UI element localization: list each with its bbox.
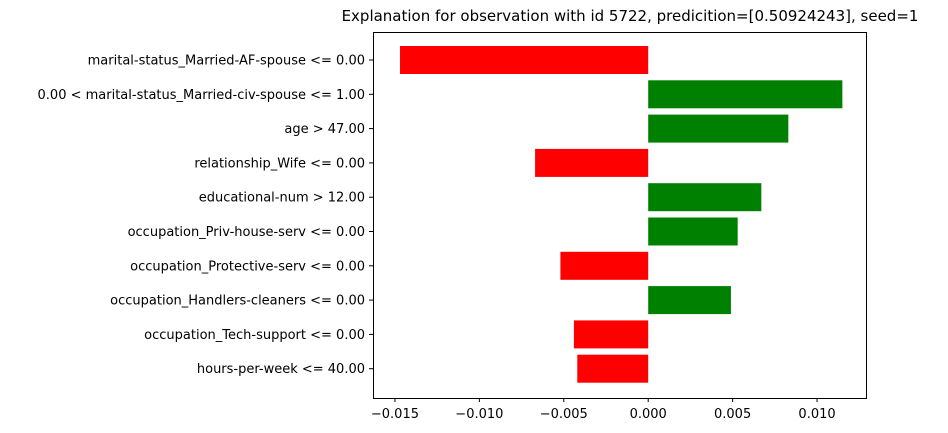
bar <box>400 46 649 74</box>
chart-title: Explanation for observation with id 5722… <box>342 7 919 25</box>
x-tick-label: −0.005 <box>540 407 588 422</box>
y-tick-label: age > 47.00 <box>284 122 365 137</box>
bar <box>573 320 649 349</box>
bar <box>648 114 789 143</box>
y-tick-label: educational-num > 12.00 <box>199 191 365 206</box>
plot-frame <box>373 32 867 399</box>
y-tick-label: 0.00 < marital-status_Married-civ-spouse… <box>38 88 365 103</box>
bar <box>560 251 649 280</box>
bars-layer <box>400 46 843 383</box>
y-tick-label: hours-per-week <= 40.00 <box>197 362 365 377</box>
bar <box>577 354 649 383</box>
bar <box>648 217 738 246</box>
bar <box>648 286 731 315</box>
y-tick-label: marital-status_Married-AF-spouse <= 0.00 <box>88 54 365 69</box>
x-tick-label: 0.000 <box>630 407 667 422</box>
y-tick-label: occupation_Protective-serv <= 0.00 <box>130 259 365 274</box>
y-tick-label: occupation_Handlers-cleaners <= 0.00 <box>110 294 365 309</box>
y-tick-labels: marital-status_Married-AF-spouse <= 0.00… <box>38 54 373 377</box>
y-tick-label: occupation_Tech-support <= 0.00 <box>144 328 365 343</box>
y-tick-label: relationship_Wife <= 0.00 <box>194 156 365 171</box>
x-tick-label: 0.010 <box>798 407 835 422</box>
y-tick-label: occupation_Priv-house-serv <= 0.00 <box>128 225 365 240</box>
x-tick-label: −0.010 <box>455 407 503 422</box>
x-tick-label: 0.005 <box>714 407 751 422</box>
x-tick-label: −0.015 <box>371 407 419 422</box>
x-axis: −0.015 −0.010 −0.005 0.000 0.005 0.010 <box>371 398 836 422</box>
bar <box>648 80 843 109</box>
bar <box>535 148 649 177</box>
bar <box>648 183 762 212</box>
